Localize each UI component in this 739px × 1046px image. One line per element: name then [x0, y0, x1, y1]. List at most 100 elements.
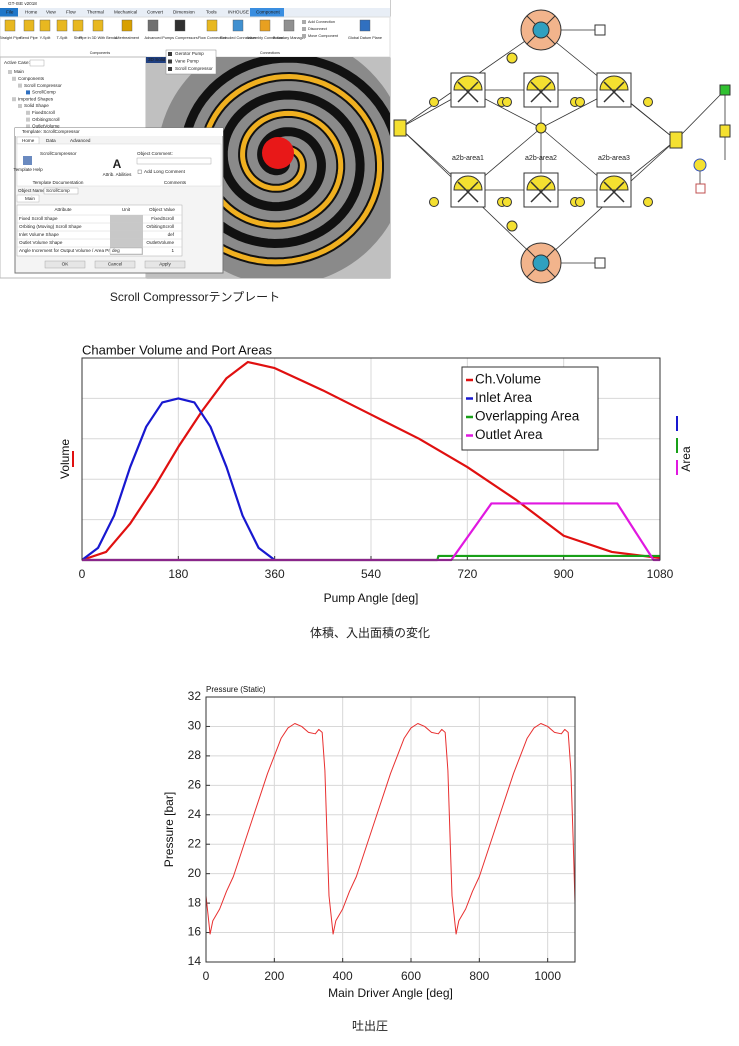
- tree-icon: [26, 124, 30, 129]
- gauge: [526, 75, 556, 91]
- menu-tab[interactable]: View: [46, 10, 57, 15]
- ribbon-button[interactable]: Bend Pipe: [20, 36, 38, 40]
- x-tick-label: 1000: [534, 969, 561, 983]
- menu-tab[interactable]: File: [6, 10, 14, 15]
- tree-icon: [8, 70, 12, 74]
- dialog-tab[interactable]: Data: [46, 138, 56, 143]
- menu-tab[interactable]: Convert: [147, 10, 164, 15]
- ribbon-button[interactable]: Assembly Connection: [247, 36, 284, 40]
- ribbon-button[interactable]: Flow Connection: [198, 36, 226, 40]
- dialog-tab[interactable]: Advanced: [70, 138, 91, 143]
- unit-cell: [110, 239, 143, 247]
- valve: [429, 97, 439, 107]
- gauge: [599, 75, 629, 91]
- chart-title: Pressure (Static): [206, 685, 266, 694]
- ribbon-button[interactable]: Y-Split: [40, 36, 52, 40]
- button-label[interactable]: Apply: [159, 262, 171, 267]
- y-axis-label: Volume: [58, 439, 72, 479]
- tree-item[interactable]: FixedScroll: [32, 110, 55, 115]
- ribbon-button[interactable]: Advanced: [145, 36, 162, 40]
- legend-label: Overlapping Area: [475, 409, 580, 424]
- dialog-tab[interactable]: Home: [22, 138, 35, 143]
- menu-tab[interactable]: INHOUSE: [228, 10, 249, 15]
- endpoint: [695, 183, 706, 194]
- ribbon-button[interactable]: Aftertreatment: [115, 36, 140, 40]
- junction: [393, 119, 407, 137]
- gauge-cross: [530, 181, 552, 203]
- ribbon-button[interactable]: Disconnect: [308, 27, 328, 31]
- tree-item[interactable]: Components: [18, 76, 45, 81]
- view-tab: [146, 57, 170, 63]
- menu-tab[interactable]: Tools: [206, 10, 217, 15]
- tree-item[interactable]: Imported Shapes: [18, 96, 54, 101]
- unit-select: [109, 247, 143, 255]
- menu-tab[interactable]: Mechanical: [114, 10, 137, 15]
- name-box: [43, 187, 79, 195]
- tree-item[interactable]: OrbitingScroll: [32, 117, 60, 122]
- tree-item[interactable]: Main: [14, 69, 24, 74]
- x-tick-label: 180: [168, 567, 188, 581]
- ribbon-button[interactable]: T-Split: [57, 36, 69, 40]
- object-value: 1: [171, 248, 174, 253]
- ribbon-button[interactable]: Global Datum Plane: [348, 36, 382, 40]
- gauge-cross: [603, 81, 625, 103]
- ribbon-button[interactable]: Add Connection: [308, 20, 335, 24]
- valve: [502, 97, 512, 107]
- help-button[interactable]: Template Help: [13, 167, 43, 172]
- dialog-title-bar: [15, 128, 223, 136]
- tree-icon: [12, 97, 16, 102]
- template-name: ScrollCompressor: [40, 151, 77, 156]
- dropdown-item[interactable]: Gerotor Pump: [175, 51, 204, 56]
- button[interactable]: [144, 260, 186, 269]
- dropdown-item[interactable]: Vane Pump: [175, 59, 199, 64]
- ribbon-button[interactable]: Pumps Compressors: [162, 36, 198, 40]
- valve: [429, 197, 439, 207]
- menu-tab[interactable]: Flow: [66, 10, 76, 15]
- table-header: Attribute: [54, 207, 72, 212]
- ribbon-icon: [92, 19, 104, 32]
- ribbon-button[interactable]: Shell: [74, 36, 83, 40]
- ribbon-icon: [174, 19, 186, 32]
- file-tab: [0, 8, 18, 17]
- button[interactable]: [44, 260, 86, 269]
- x-axis-label: Main Driver Angle [deg]: [328, 986, 453, 1000]
- tree-icon: [26, 117, 30, 122]
- ribbon-button[interactable]: Extruded Connection: [220, 36, 255, 40]
- plot-area: [206, 697, 575, 962]
- ribbon-button[interactable]: Straight Pipe: [0, 36, 21, 40]
- main-tab[interactable]: Main: [25, 196, 35, 201]
- valve: [506, 220, 518, 232]
- data-line: [205, 723, 576, 935]
- group-label: Comments: [164, 180, 187, 185]
- y-tick-label: 26: [188, 778, 202, 792]
- checkbox-label[interactable]: Add Long Comment: [144, 169, 186, 174]
- tree-item[interactable]: Solid Shape: [24, 103, 49, 108]
- sensor: [594, 257, 606, 269]
- menu-tab[interactable]: Thermal: [87, 10, 104, 15]
- pump-hub: [532, 254, 550, 272]
- ribbon-button[interactable]: Pipe in 3D With Bends: [79, 36, 117, 40]
- legend-label: Ch.Volume: [475, 372, 541, 387]
- plot-frame: [81, 357, 661, 561]
- tree-item[interactable]: OutletVolume: [32, 124, 60, 129]
- abilities-button[interactable]: Attrib. Abilities: [103, 172, 133, 177]
- ribbon-icon: [259, 19, 271, 32]
- tree-item[interactable]: Scroll Compressor: [24, 83, 62, 88]
- menu-tab[interactable]: Home: [25, 10, 38, 15]
- ribbon-button[interactable]: Move Component: [308, 34, 339, 38]
- endpoint: [719, 84, 731, 96]
- dropdown-item[interactable]: Scroll Compressor: [175, 66, 213, 71]
- menu-tab[interactable]: Component: [256, 10, 280, 15]
- gauge-cross: [603, 181, 625, 203]
- button[interactable]: [94, 260, 136, 269]
- button-label[interactable]: OK: [62, 262, 70, 267]
- x-tick-label: 720: [457, 567, 477, 581]
- menu-tab[interactable]: Dimension: [173, 10, 195, 15]
- unit: deg: [112, 248, 120, 253]
- tree-item[interactable]: ScrollComp: [32, 90, 56, 95]
- y-axis-label: Pressure [bar]: [162, 792, 176, 867]
- plot-frame: [205, 696, 576, 963]
- button-label[interactable]: Cancel: [108, 262, 122, 267]
- ribbon-button[interactable]: Boundary Manager: [273, 36, 306, 40]
- data-line: [81, 360, 661, 562]
